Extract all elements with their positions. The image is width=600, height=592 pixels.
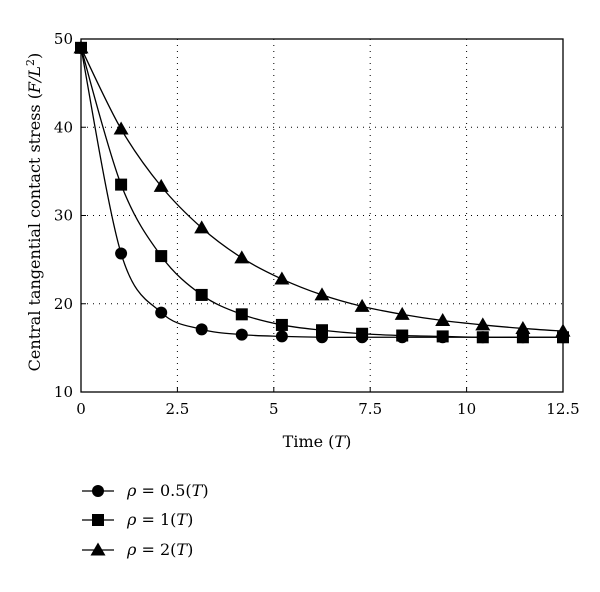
data-point: [275, 330, 288, 343]
x-tick-label: 7.5: [358, 400, 382, 418]
x-tick-label: 2.5: [165, 400, 189, 418]
legend-marker: [92, 514, 104, 526]
legend-label: ρ = 2(T): [126, 540, 193, 559]
data-point: [516, 331, 529, 344]
legend-item: ρ = 1(T): [82, 510, 193, 529]
data-point: [435, 313, 451, 327]
data-point: [394, 306, 410, 320]
y-axis-label: Central tangential contact stress (F/L2): [24, 53, 45, 372]
data-point: [194, 220, 210, 234]
grid: [81, 39, 563, 392]
data-point: [475, 317, 491, 331]
ticks: [80, 38, 564, 393]
x-tick-label: 12.5: [546, 400, 579, 418]
data-point: [235, 328, 248, 341]
data-point: [396, 329, 409, 342]
data-point: [195, 288, 208, 301]
data-point: [155, 250, 168, 263]
x-tick-label: 0: [76, 400, 86, 418]
legend-marker: [92, 485, 104, 497]
legend-item: ρ = 0.5(T): [82, 481, 209, 500]
data-point: [436, 330, 449, 343]
data-point: [195, 323, 208, 336]
legend-marker: [90, 542, 106, 556]
data-point: [274, 271, 290, 285]
data-point: [234, 250, 250, 264]
data-point: [314, 287, 330, 301]
data-point: [115, 178, 128, 191]
y-tick-label: 20: [54, 295, 73, 313]
data-point: [113, 121, 129, 135]
x-axis-label: Time (T): [283, 432, 352, 451]
y-tick-label: 10: [54, 383, 73, 401]
legend-label: ρ = 0.5(T): [126, 481, 209, 500]
data-point: [153, 178, 169, 192]
series-layer: [73, 40, 571, 344]
y-tick-label: 30: [54, 207, 73, 225]
data-point: [354, 298, 370, 312]
data-point: [476, 331, 489, 344]
x-tick-label: 10: [457, 400, 476, 418]
y-tick-label: 50: [54, 30, 73, 48]
data-point: [155, 306, 168, 319]
data-point: [515, 320, 531, 334]
data-point: [115, 247, 128, 260]
legend-item: ρ = 2(T): [82, 540, 193, 559]
y-tick-label: 40: [54, 118, 73, 136]
data-point: [356, 327, 369, 340]
series-triangle: [73, 40, 571, 337]
tick-labels: 0 2.5 5 7.5 10 12.5 10 20 30 40 50: [54, 30, 580, 418]
legend: ρ = 0.5(T) ρ = 1(T) ρ = 2(T): [82, 481, 209, 559]
data-point: [73, 40, 89, 54]
x-tick-label: 5: [269, 400, 279, 418]
data-point: [275, 318, 288, 331]
series-square: [75, 41, 569, 344]
data-point: [235, 308, 248, 321]
legend-label: ρ = 1(T): [126, 510, 193, 529]
data-point: [555, 323, 571, 337]
data-point: [316, 324, 328, 337]
